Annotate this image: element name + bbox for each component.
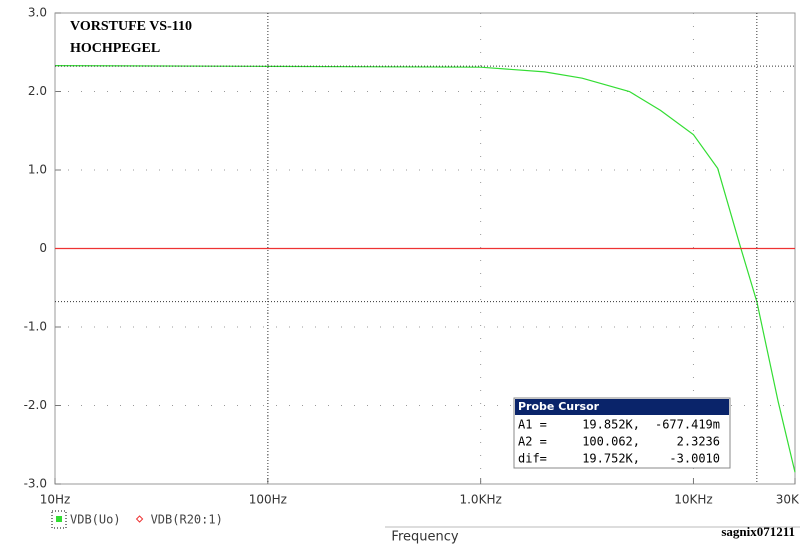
annotation: HOCHPEGEL	[70, 41, 160, 56]
x-tick-label: 10KHz	[674, 493, 712, 507]
y-tick-label: 2.0	[28, 84, 47, 98]
annotation: VORSTUFE VS-110	[70, 19, 192, 34]
x-axis-label: Frequency	[391, 530, 458, 545]
y-tick-label: -3.0	[24, 477, 47, 491]
legend-item: VDB(Uo)	[51, 510, 121, 529]
watermark: sagnix071211	[721, 524, 795, 539]
legend-label: VDB(Uo)	[70, 513, 121, 527]
legend-item: VDB(R20:1)	[135, 513, 223, 527]
legend-marker	[56, 516, 62, 522]
cursor-x-value: 19.752K,	[582, 452, 640, 466]
x-tick-label: 10Hz	[40, 493, 71, 507]
cursor-y-value: -3.0010	[669, 452, 720, 466]
y-tick-label: -1.0	[24, 320, 47, 334]
cursor-y-value: -677.419m	[655, 418, 720, 432]
cursor-x-value: 100.062,	[582, 435, 640, 449]
x-tick-label: 100Hz	[249, 493, 287, 507]
legend-marker	[135, 515, 144, 523]
cursor-y-value: 2.3236	[677, 435, 720, 449]
x-tick-label: 30KHz	[776, 493, 800, 507]
x-tick-label: 1.0KHz	[459, 493, 501, 507]
cursor-name: dif=	[518, 452, 547, 466]
legend-focus	[51, 510, 67, 529]
y-tick-label: 0	[39, 241, 47, 255]
legend-label: VDB(R20:1)	[151, 513, 223, 527]
cursor-title-bar	[515, 399, 729, 415]
y-tick-label: 3.0	[28, 6, 47, 20]
y-tick-label: -2.0	[24, 398, 47, 412]
cursor-x-value: 19.852K,	[582, 418, 640, 432]
cursor-name: A1 =	[518, 418, 547, 432]
cursor-title: Probe Cursor	[518, 400, 600, 413]
y-tick-label: 1.0	[28, 163, 47, 177]
cursor-name: A2 =	[518, 435, 547, 449]
